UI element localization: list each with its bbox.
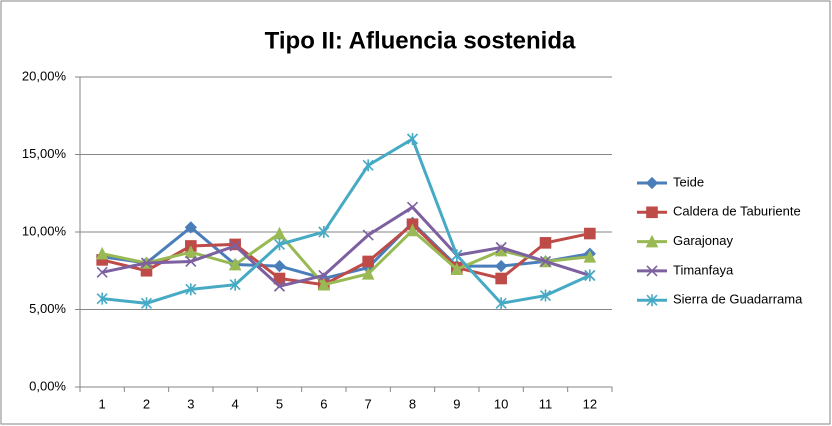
marker [273, 238, 286, 251]
marker [184, 245, 198, 258]
marker [96, 266, 108, 278]
series-line [102, 136, 591, 305]
x-tick-label: 3 [187, 396, 194, 411]
marker [361, 267, 375, 280]
marker [539, 237, 552, 249]
marker [584, 227, 596, 240]
marker [184, 221, 197, 234]
marker [645, 176, 659, 190]
marker [646, 294, 658, 307]
x-tick-label: 12 [583, 396, 597, 411]
series-line [101, 205, 591, 288]
marker [646, 206, 658, 219]
legend-label: Garajonay [673, 233, 733, 248]
series-line [101, 228, 590, 287]
marker [273, 280, 286, 292]
x-tick-label: 1 [99, 396, 106, 411]
marker [495, 272, 507, 285]
x-tick-label: 11 [539, 396, 553, 411]
marker [584, 269, 596, 282]
marker [362, 255, 374, 268]
marker [185, 255, 197, 268]
marker [317, 277, 331, 291]
marker [140, 257, 153, 269]
marker [406, 223, 419, 237]
marker [229, 240, 241, 252]
marker [646, 265, 658, 277]
y-tick-label: 10,00% [22, 223, 67, 238]
x-tick-label: 2 [143, 396, 150, 411]
marker [362, 229, 374, 241]
x-tick-label: 9 [453, 396, 460, 411]
marker [185, 283, 197, 296]
legend-label: Timanfaya [673, 262, 734, 277]
x-tick-label: 10 [494, 396, 508, 411]
marker [95, 246, 109, 260]
marker [362, 159, 374, 172]
marker [229, 278, 241, 291]
marker [495, 297, 507, 310]
marker [495, 241, 507, 254]
legend-label: Caldera de Taburiente [673, 204, 801, 219]
y-tick-label: 20,00% [22, 68, 67, 83]
x-tick-label: 6 [320, 396, 327, 411]
series-line [101, 222, 591, 287]
x-tick-label: 4 [232, 396, 239, 411]
marker [539, 289, 552, 302]
marker [318, 226, 330, 238]
marker [273, 272, 286, 285]
x-tick-label: 8 [409, 396, 416, 411]
marker [228, 257, 242, 271]
marker [645, 234, 659, 248]
marker [451, 249, 463, 262]
marker [273, 259, 286, 273]
marker [406, 133, 419, 145]
legend-label: Sierra de Guadarrama [673, 292, 803, 307]
marker [140, 297, 153, 310]
marker [539, 255, 552, 268]
marker [450, 262, 464, 275]
marker [318, 269, 330, 281]
y-tick-label: 5,00% [29, 301, 66, 316]
y-tick-label: 15,00% [22, 146, 67, 161]
x-tick-label: 7 [365, 396, 372, 411]
chart-title: Tipo II: Afluencia sostenida [265, 27, 576, 54]
marker [495, 259, 508, 273]
legend-label: Teide [673, 174, 704, 189]
marker [583, 250, 597, 263]
y-tick-label: 0,00% [29, 378, 66, 393]
x-tick-label: 5 [276, 396, 283, 411]
marker [406, 201, 419, 213]
marker [96, 292, 108, 305]
